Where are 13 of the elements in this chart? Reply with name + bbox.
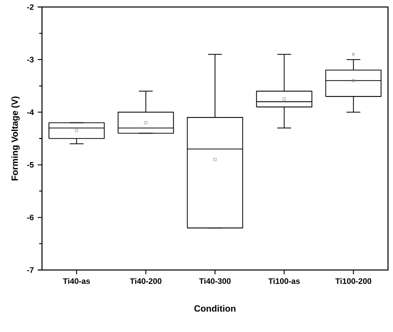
y-tick-label: -4 — [27, 109, 34, 115]
y-tick-label: -2 — [27, 4, 34, 10]
y-tick-label: -6 — [27, 214, 34, 220]
x-tick-label: Ti40-200 — [130, 278, 162, 284]
x-tick-label: Ti100-as — [268, 278, 300, 284]
y-tick-label: -7 — [27, 267, 34, 273]
x-tick-label: Ti40-300 — [199, 278, 231, 284]
y-tick-label: -3 — [27, 56, 34, 62]
y-axis-title: Forming Voltage (V) — [11, 96, 20, 180]
y-tick-label: -5 — [27, 162, 34, 168]
x-axis-title: Condition — [194, 305, 236, 312]
x-tick-label: Ti100-200 — [335, 278, 372, 284]
x-tick-label: Ti40-as — [62, 278, 90, 284]
